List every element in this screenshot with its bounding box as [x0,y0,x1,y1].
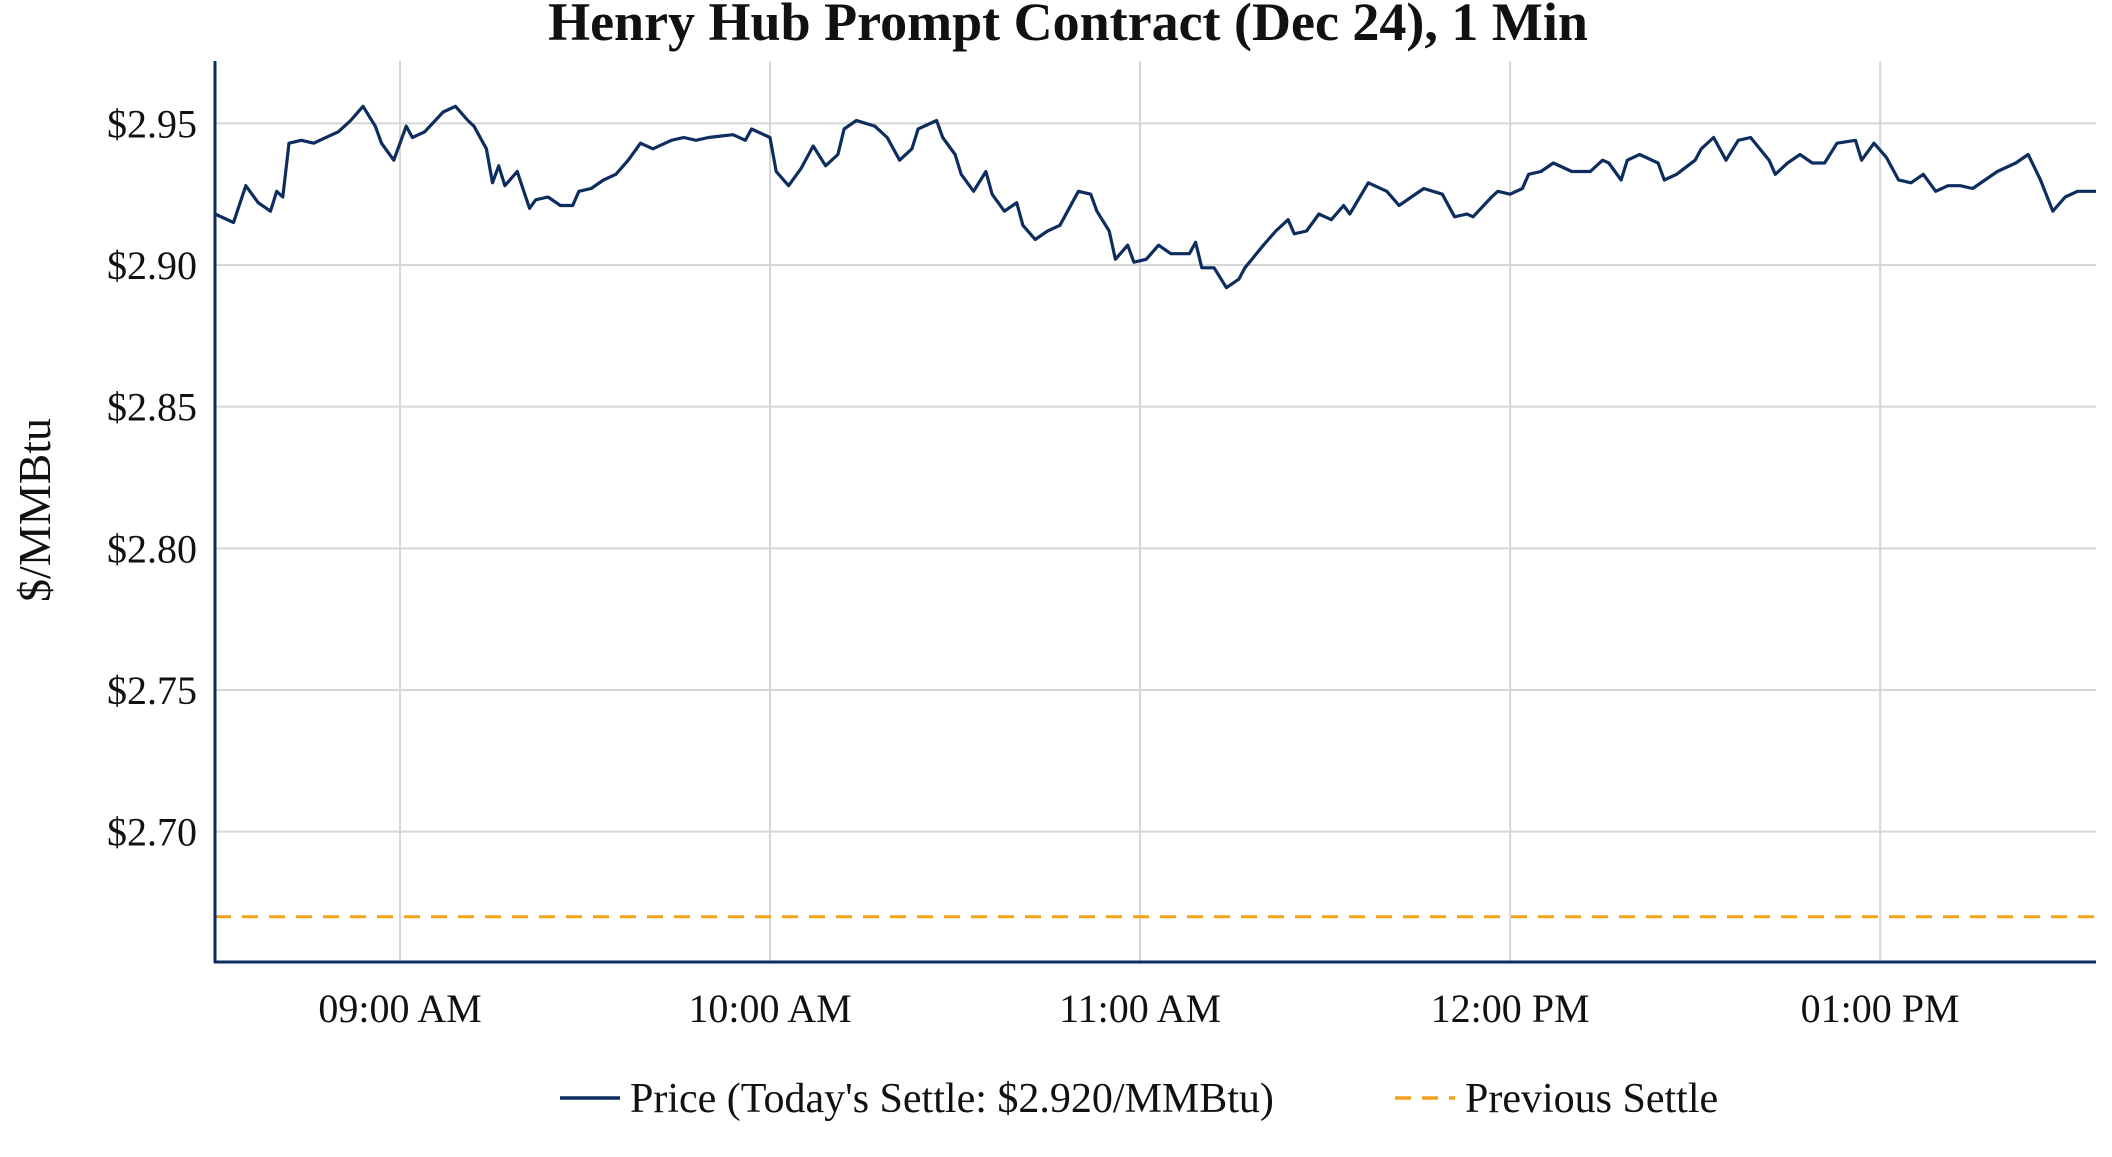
y-tick-label: $2.90 [107,243,197,288]
y-tick-label: $2.95 [107,101,197,146]
legend-label: Price (Today's Settle: $2.920/MMBtu) [630,1076,1274,1122]
y-tick-label: $2.80 [107,526,197,571]
x-tick-label: 09:00 AM [318,986,481,1031]
y-axis-label: $/MMBtu [9,418,60,602]
legend: Price (Today's Settle: $2.920/MMBtu) Prev… [560,1076,1718,1122]
x-tick-label: 01:00 PM [1801,986,1960,1031]
y-tick-label: $2.75 [107,668,197,713]
y-tick-label: $2.85 [107,385,197,430]
axes: $2.70 $2.75 $2.80 $2.85 $2.90 $2.95 09:00 AM 10… [107,61,2096,1031]
chart-title: Henry Hub Prompt Contract (Dec 24), 1 Mi… [548,0,1588,52]
legend-label: Previous Settle [1465,1076,1718,1122]
y-tick-label: $2.70 [107,810,197,855]
x-tick-label: 11:00 AM [1059,986,1221,1031]
x-tick-label: 12:00 PM [1431,986,1590,1031]
series-layer [214,104,2096,919]
grid [215,61,2096,962]
price-line [214,104,2096,290]
x-tick-label: 10:00 AM [688,986,851,1031]
